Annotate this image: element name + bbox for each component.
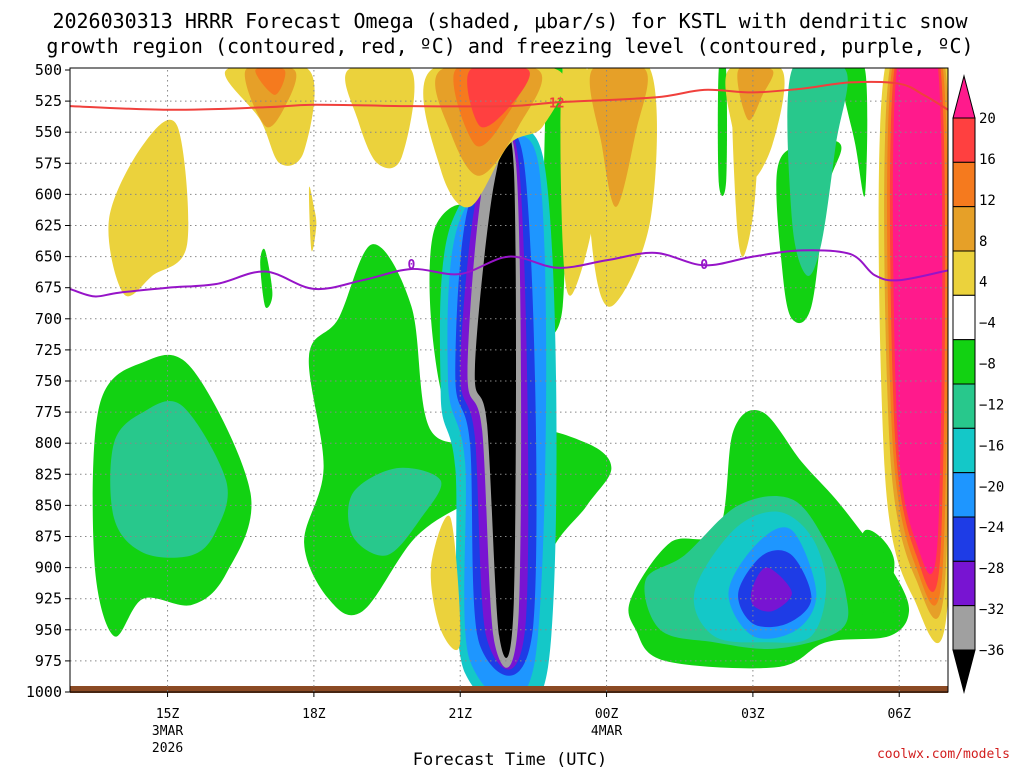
- x-tick-00Z: 00Z: [595, 707, 619, 722]
- colorbar-box-3: [952, 206, 976, 252]
- x-tick-18Z: 18Z: [302, 707, 326, 722]
- colorbar-box-9: [952, 472, 976, 518]
- omega-region-40: [737, 68, 774, 121]
- contour-lines: −12 0 0: [70, 80, 948, 298]
- omega-region-3: [348, 467, 442, 556]
- colorbar-label-13: −36: [979, 643, 1004, 659]
- colorbar-box-11: [952, 560, 976, 607]
- colorbar-label-12: −32: [979, 602, 1004, 618]
- colorbar-top-triangle: [952, 74, 976, 119]
- colorbar-box-10: [952, 516, 976, 562]
- colorbar-label-5: −4: [979, 316, 996, 332]
- omega-region-33: [108, 119, 189, 297]
- colorbar-box-6: [952, 339, 976, 385]
- colorbar: 20 16 12 8 4 −4 −8 −12 −16 −20 −24 −28 −32 −36: [952, 74, 1004, 694]
- x-tick-date-00Z: 4MAR: [591, 724, 622, 739]
- omega-region-1: [110, 401, 228, 558]
- x-tick-03Z: 03Z: [741, 707, 765, 722]
- x-tick-06Z: 06Z: [887, 707, 911, 722]
- y-tick-650: 650: [35, 248, 62, 266]
- omega-region-15: [787, 68, 848, 277]
- colorbar-box-5: [952, 294, 976, 341]
- y-tick-800: 800: [35, 434, 62, 452]
- y-tick-875: 875: [35, 528, 62, 546]
- colorbar-bottom-triangle: [952, 649, 976, 694]
- omega-region-37: [244, 68, 297, 128]
- colorbar-box-2: [952, 161, 976, 208]
- x-tick-date-15Z: 3MAR: [152, 724, 183, 739]
- purple-contour-label-0: 0: [408, 258, 416, 273]
- colorbar-label-0: 20: [979, 111, 996, 127]
- x-axis: 15Z 3MAR 2026 18Z 21Z 00Z 4MAR 03Z 06Z: [152, 692, 911, 756]
- y-tick-825: 825: [35, 465, 62, 483]
- colorbar-label-10: −24: [979, 520, 1004, 536]
- red-contour-line: [70, 80, 948, 111]
- x-tick-21Z: 21Z: [448, 707, 472, 722]
- y-tick-1000: 1000: [26, 683, 62, 701]
- colorbar-label-4: 4: [979, 275, 987, 291]
- purple-contour-label-1: 0: [700, 258, 708, 273]
- red-contour-label: −12: [541, 96, 564, 111]
- colorbar-box-1: [952, 117, 976, 163]
- omega-region-35: [430, 515, 461, 651]
- chart-title-line1: 2026030313 HRRR Forecast Omega (shaded, …: [52, 9, 968, 33]
- x-tick-15Z: 15Z: [156, 707, 180, 722]
- grid-lines: [70, 70, 948, 692]
- y-tick-750: 750: [35, 372, 62, 390]
- omega-region-17: [717, 68, 727, 196]
- omega-region-45: [467, 68, 530, 128]
- colorbar-label-1: 16: [979, 152, 996, 168]
- y-tick-600: 600: [35, 185, 62, 203]
- y-tick-775: 775: [35, 403, 62, 421]
- omega-region-18: [260, 248, 273, 308]
- y-tick-925: 925: [35, 590, 62, 608]
- colorbar-box-8: [952, 427, 976, 474]
- colorbar-label-6: −8: [979, 357, 996, 373]
- y-axis: 500 525 550 575 600 625 650 675 700 725 750 775 800 8…: [26, 61, 70, 701]
- omega-region-39: [589, 68, 648, 207]
- colorbar-label-9: −20: [979, 479, 1004, 495]
- omega-shading: [92, 68, 948, 692]
- y-tick-575: 575: [35, 154, 62, 172]
- colorbar-box-7: [952, 383, 976, 429]
- y-tick-850: 850: [35, 496, 62, 514]
- y-tick-625: 625: [35, 217, 62, 235]
- omega-region-31: [560, 68, 598, 296]
- y-tick-675: 675: [35, 279, 62, 297]
- omega-region-14: [840, 68, 868, 197]
- y-tick-550: 550: [35, 123, 62, 141]
- omega-region-12: [750, 567, 792, 612]
- colorbar-box-12: [952, 605, 976, 651]
- omega-region-34: [308, 186, 317, 252]
- y-tick-950: 950: [35, 621, 62, 639]
- colorbar-label-7: −12: [979, 397, 1004, 413]
- omega-region-16: [854, 529, 895, 631]
- omega-region-42: [255, 68, 286, 95]
- purple-contour-line: [70, 249, 948, 298]
- credit-text: coolwx.com/models: [877, 747, 1010, 762]
- y-tick-525: 525: [35, 92, 62, 110]
- omega-region-27: [345, 68, 415, 169]
- colorbar-box-4: [952, 250, 976, 296]
- colorbar-label-8: −16: [979, 438, 1004, 454]
- colorbar-label-11: −28: [979, 561, 1004, 577]
- plot-frame: [69, 67, 949, 693]
- ground-strip: [70, 686, 948, 693]
- y-tick-500: 500: [35, 61, 62, 79]
- colorbar-label-2: 12: [979, 193, 996, 209]
- colorbar-label-3: 8: [979, 234, 987, 250]
- chart-title-line2: growth region (contoured, red, ºC) and f…: [46, 34, 973, 58]
- y-tick-725: 725: [35, 341, 62, 359]
- y-tick-900: 900: [35, 559, 62, 577]
- y-tick-975: 975: [35, 652, 62, 670]
- y-tick-700: 700: [35, 310, 62, 328]
- x-axis-label: Forecast Time (UTC): [413, 750, 607, 768]
- x-tick-year-15Z: 2026: [152, 741, 183, 756]
